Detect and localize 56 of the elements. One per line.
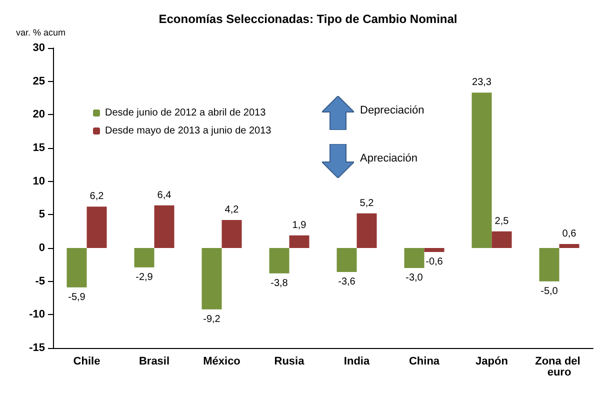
y-tick-label: 30: [32, 42, 45, 54]
legend-label: Desde junio de 2012 a abril de 2013: [105, 108, 266, 118]
bar: [202, 248, 222, 310]
y-tick-label: 0: [38, 242, 45, 254]
x-tick-label: Chile: [73, 356, 100, 368]
bar: [86, 206, 107, 248]
data-label: 1,9: [292, 220, 307, 231]
data-label: 6,2: [90, 191, 104, 202]
bar: [134, 248, 154, 268]
bar: [539, 248, 560, 282]
data-label: -0,6: [426, 256, 444, 268]
data-label: 23,3: [472, 77, 492, 88]
legend-label: Desde mayo de 2013 a junio de 2013: [105, 126, 272, 136]
y-tick-label: 10: [32, 175, 45, 188]
x-tick-label: Brasil: [138, 356, 170, 368]
data-label: -5,0: [540, 286, 558, 297]
y-tick-label: -10: [29, 308, 45, 321]
data-label: 6,4: [157, 190, 172, 201]
y-tick-label: 5: [38, 208, 45, 221]
x-tick-label: Zona del euro: [535, 356, 584, 378]
data-label: 2,5: [494, 216, 510, 227]
data-label: -2,9: [136, 272, 154, 283]
annotation: Depreciación: [360, 104, 424, 116]
data-label: -3,6: [338, 276, 356, 288]
data-label: 0,6: [562, 228, 577, 240]
x-tick-label: Japón: [476, 356, 508, 368]
bar: [559, 244, 580, 248]
bar: [404, 248, 424, 268]
data-label: 5,2: [360, 198, 374, 209]
data-label: -3,0: [406, 272, 424, 284]
x-tick-label: China: [408, 356, 440, 368]
bar: [66, 248, 87, 288]
data-label: 4,2: [224, 204, 240, 216]
bar: [472, 92, 492, 248]
y-tick-label: -5: [35, 275, 45, 288]
y-tick-label: 15: [32, 142, 45, 154]
bar: [269, 248, 290, 274]
y-tick-label: 25: [32, 75, 45, 88]
data-label: -9,2: [203, 314, 221, 325]
y-axis-title: var. % acum: [16, 28, 66, 38]
bar: [154, 205, 174, 248]
x-tick-label: Rusia: [274, 356, 306, 368]
chart-title: Economías Seleccionadas: Tipo de Cambio Nominal: [158, 12, 458, 26]
bar: [222, 220, 242, 248]
data-label: -5,9: [68, 292, 86, 303]
x-tick-label: México: [203, 356, 241, 368]
bar: [336, 248, 357, 272]
data-label: -3,8: [270, 278, 288, 289]
y-tick-label: -15: [29, 342, 45, 354]
bar: [356, 213, 377, 248]
y-tick-label: 20: [32, 108, 45, 121]
x-tick-label: India: [344, 356, 370, 368]
bar: [424, 248, 444, 252]
bar: [289, 235, 310, 248]
bar: [492, 231, 512, 248]
annotation: Apreciación: [360, 152, 418, 164]
